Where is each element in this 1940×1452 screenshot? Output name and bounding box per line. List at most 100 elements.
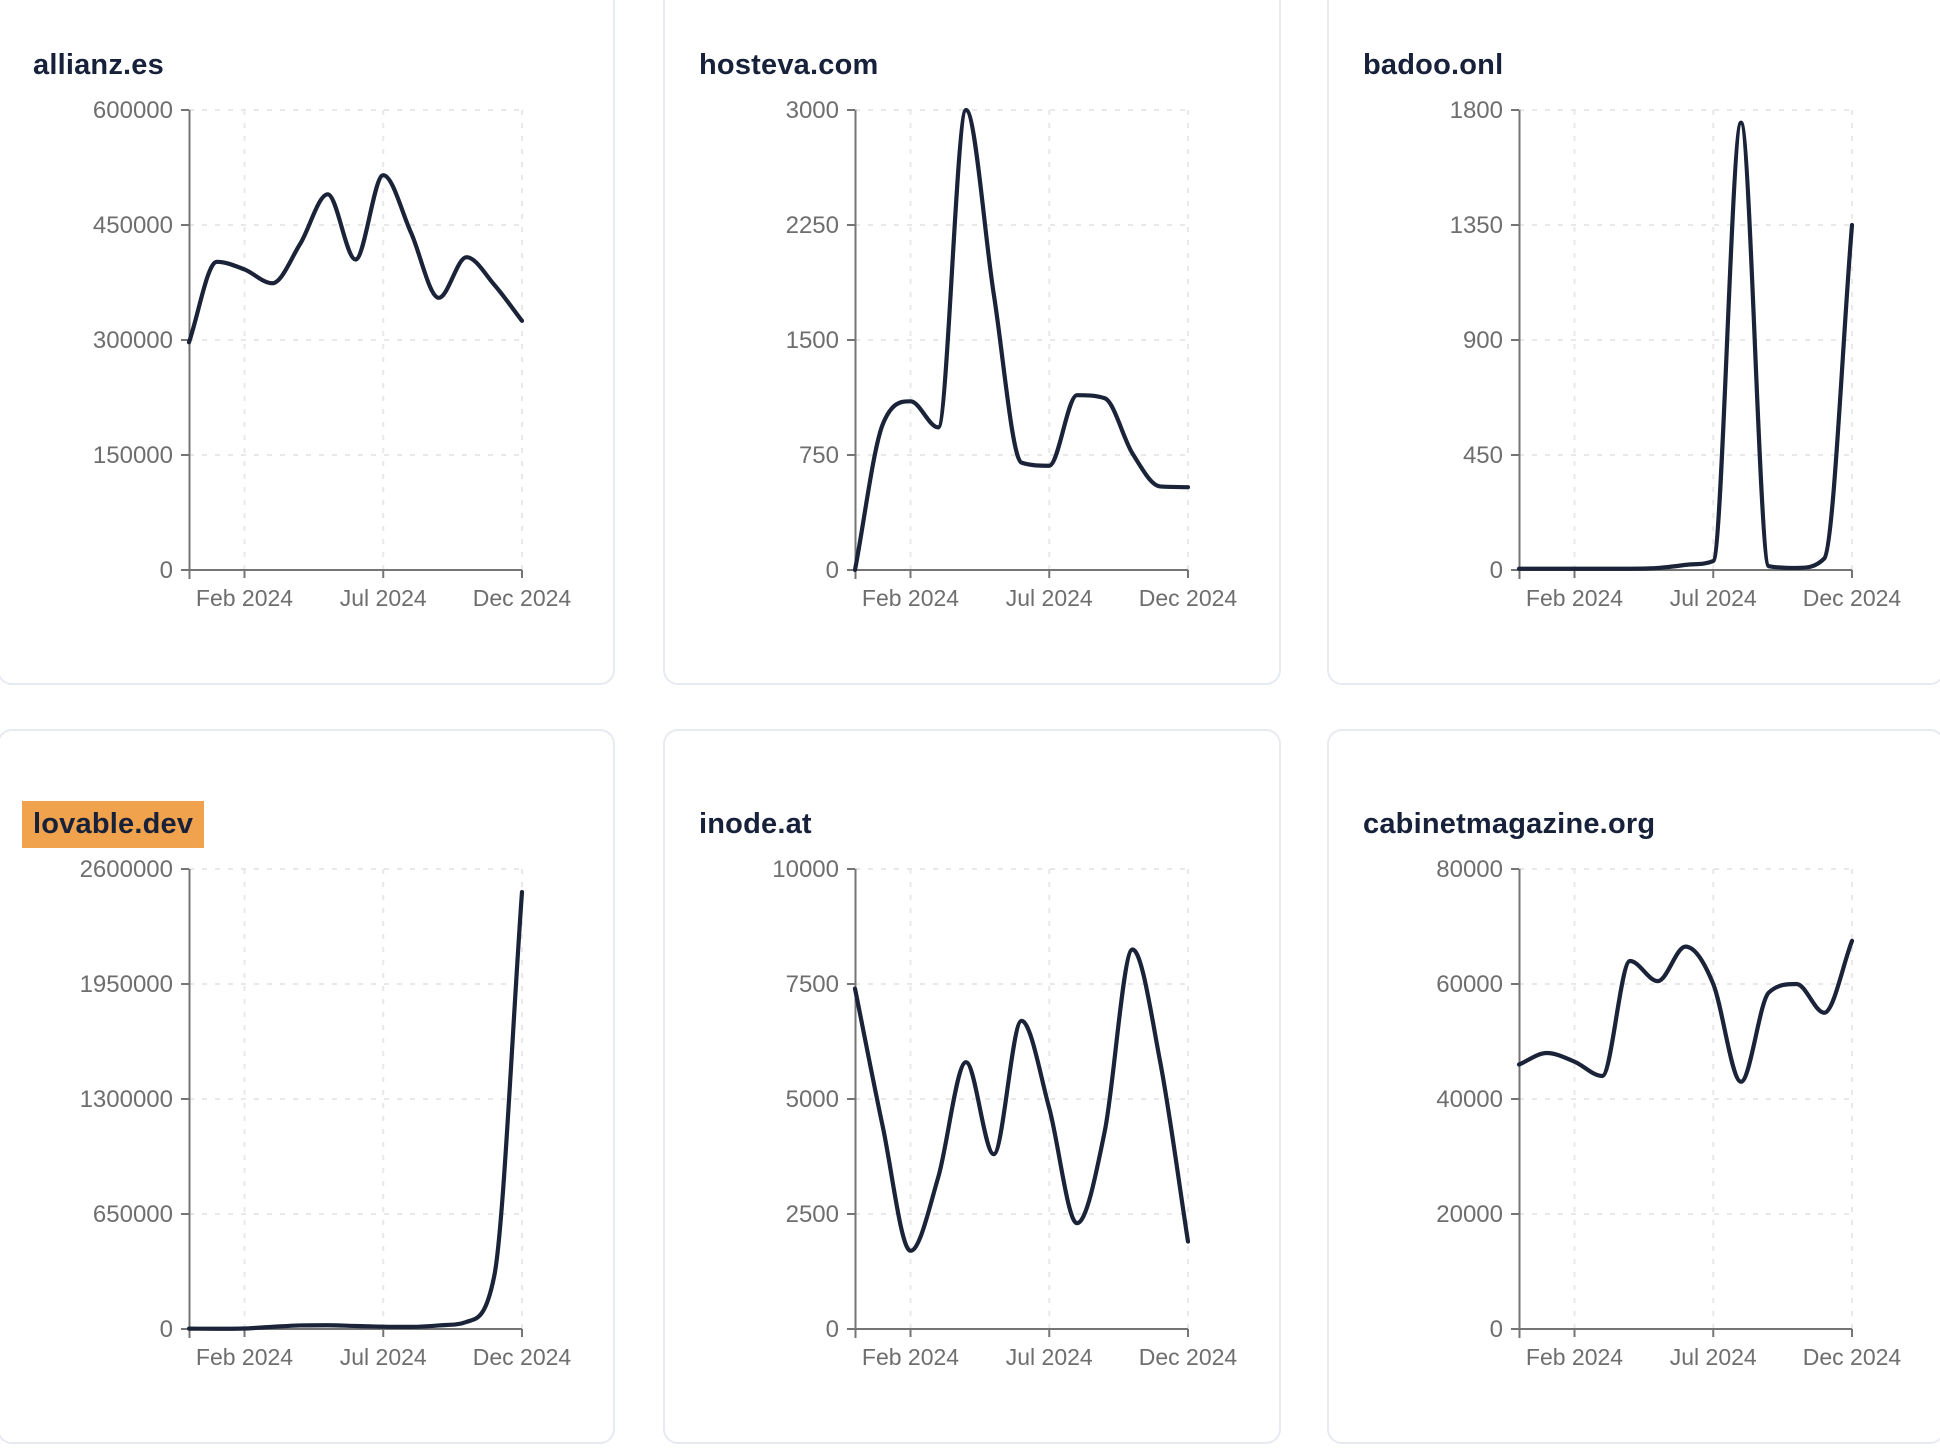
chart-plot: 0 450 900 1350 1800 Feb 2024 Jul 2024 Dec 2024 (1450, 97, 1902, 611)
x-axis-labels: Feb 2024 Jul 2024 Dec 2024 (862, 585, 1238, 611)
line-series (1516, 120, 1855, 571)
axes (1511, 109, 1853, 579)
chart-title: allianz.es (33, 49, 164, 82)
chart-title-text: cabinetmagazine.org (1363, 808, 1656, 840)
line-chart-svg: 0 20000 40000 60000 80000 Feb 2024 Jul 2024 Dec… (1436, 856, 1901, 1370)
line-chart-svg: 0 150000 300000 450000 600000 Feb 2024 Jul 202… (93, 97, 572, 611)
x-tick-label: Feb 2024 (862, 585, 959, 611)
chart-panel: lovable.dev 0 650000 1300000 1950000 2600000… (0, 729, 615, 1444)
y-axis-labels: 0 150000 300000 450000 600000 (93, 97, 173, 584)
y-tick-label: 2500 (786, 1201, 839, 1228)
chart-plot: 0 20000 40000 60000 80000 Feb 2024 Jul 2024 Dec… (1436, 856, 1901, 1370)
axes (847, 868, 1189, 1338)
axes (181, 109, 523, 579)
line-series (1516, 938, 1855, 1084)
y-tick-label: 900 (1463, 327, 1503, 354)
y-tick-label: 10000 (772, 856, 839, 883)
x-tick-label: Jul 2024 (1670, 1344, 1757, 1370)
y-tick-label: 1500 (786, 327, 839, 354)
chart-title-text: inode.at (699, 808, 812, 840)
y-tick-label: 60000 (1436, 971, 1503, 998)
line-chart-svg: 0 2500 5000 7500 10000 Feb 2024 Jul 2024 Dec 20… (772, 856, 1237, 1370)
chart-panel: badoo.onl 0 450 900 1350 1800 Feb 2024 Jul 202… (1327, 0, 1940, 685)
y-tick-label: 0 (160, 1316, 173, 1343)
line-series (186, 889, 525, 1331)
x-tick-label: Feb 2024 (196, 585, 293, 611)
x-axis-labels: Feb 2024 Jul 2024 Dec 2024 (196, 585, 572, 611)
chart-title-text: lovable.dev (22, 801, 205, 848)
y-tick-label: 600000 (93, 97, 173, 124)
axes (181, 868, 523, 1338)
chart-panel: hosteva.com 0 750 1500 2250 3000 Feb 2024 Jul … (663, 0, 1281, 685)
x-tick-label: Jul 2024 (340, 585, 427, 611)
chart-title: badoo.onl (1363, 49, 1503, 82)
gridlines (189, 868, 523, 1329)
gridlines (189, 109, 523, 570)
y-tick-label: 20000 (1436, 1201, 1503, 1228)
chart-panel: allianz.es 0 150000 300000 450000 600000 Feb … (0, 0, 615, 685)
y-tick-label: 7500 (786, 971, 839, 998)
x-tick-label: Dec 2024 (1803, 585, 1902, 611)
gridlines (1519, 868, 1853, 1329)
y-tick-label: 1950000 (80, 971, 173, 998)
x-tick-label: Dec 2024 (473, 585, 572, 611)
y-tick-label: 1800 (1450, 97, 1503, 124)
y-axis-labels: 0 750 1500 2250 3000 (786, 97, 839, 584)
x-axis-labels: Feb 2024 Jul 2024 Dec 2024 (1526, 1344, 1902, 1370)
y-tick-label: 1300000 (80, 1086, 173, 1113)
chart-title: cabinetmagazine.org (1363, 808, 1655, 841)
line-chart-svg: 0 650000 1300000 1950000 2600000 Feb 2024 Jul … (80, 856, 572, 1370)
axes (1511, 868, 1853, 1338)
y-axis-labels: 0 20000 40000 60000 80000 (1436, 856, 1503, 1343)
x-axis-labels: Feb 2024 Jul 2024 Dec 2024 (1526, 585, 1902, 611)
y-axis-labels: 0 2500 5000 7500 10000 (772, 856, 839, 1343)
x-tick-label: Dec 2024 (1803, 1344, 1902, 1370)
chart-panel: inode.at 0 2500 5000 7500 10000 Feb 2024 Jul 2… (663, 729, 1281, 1444)
x-tick-label: Feb 2024 (196, 1344, 293, 1370)
y-axis-labels: 0 450 900 1350 1800 (1450, 97, 1503, 584)
y-tick-label: 300000 (93, 327, 173, 354)
y-tick-label: 5000 (786, 1086, 839, 1113)
y-tick-label: 750 (799, 442, 839, 469)
y-tick-label: 2600000 (80, 856, 173, 883)
y-tick-label: 0 (160, 557, 173, 584)
x-tick-label: Dec 2024 (1139, 585, 1238, 611)
chart-title-text: hosteva.com (699, 49, 879, 81)
x-axis-labels: Feb 2024 Jul 2024 Dec 2024 (862, 1344, 1238, 1370)
y-tick-label: 0 (826, 1316, 839, 1343)
y-tick-label: 0 (1490, 1316, 1503, 1343)
chart-title-text: allianz.es (33, 49, 164, 81)
y-tick-label: 450000 (93, 212, 173, 239)
y-tick-label: 40000 (1436, 1086, 1503, 1113)
chart-panel: cabinetmagazine.org 0 20000 40000 60000 8000… (1327, 729, 1940, 1444)
axes (847, 109, 1189, 579)
y-tick-label: 650000 (93, 1201, 173, 1228)
y-tick-label: 0 (826, 557, 839, 584)
gridlines (1519, 109, 1853, 570)
y-tick-label: 150000 (93, 442, 173, 469)
y-tick-label: 80000 (1436, 856, 1503, 883)
chart-plot: 0 650000 1300000 1950000 2600000 Feb 2024 Jul … (80, 856, 572, 1370)
line-chart-svg: 0 750 1500 2250 3000 Feb 2024 Jul 2024 Dec 2024 (786, 97, 1238, 611)
line-series (852, 107, 1191, 573)
line-chart-svg: 0 450 900 1350 1800 Feb 2024 Jul 2024 Dec 2024 (1450, 97, 1902, 611)
chart-plot: 0 150000 300000 450000 600000 Feb 2024 Jul 202… (93, 97, 572, 611)
y-tick-label: 0 (1490, 557, 1503, 584)
x-tick-label: Feb 2024 (1526, 585, 1623, 611)
x-tick-label: Dec 2024 (1139, 1344, 1238, 1370)
line-series (186, 173, 525, 345)
x-tick-label: Jul 2024 (1670, 585, 1757, 611)
y-tick-label: 3000 (786, 97, 839, 124)
line-series (852, 947, 1191, 1253)
chart-plot: 0 750 1500 2250 3000 Feb 2024 Jul 2024 Dec 2024 (786, 97, 1238, 611)
gridlines (855, 109, 1189, 570)
chart-title: inode.at (699, 808, 812, 841)
chart-title-text: badoo.onl (1363, 49, 1504, 81)
chart-title: lovable.dev (22, 801, 205, 848)
x-tick-label: Feb 2024 (862, 1344, 959, 1370)
x-tick-label: Jul 2024 (1006, 1344, 1093, 1370)
y-tick-label: 450 (1463, 442, 1503, 469)
x-axis-labels: Feb 2024 Jul 2024 Dec 2024 (196, 1344, 572, 1370)
x-tick-label: Dec 2024 (473, 1344, 572, 1370)
